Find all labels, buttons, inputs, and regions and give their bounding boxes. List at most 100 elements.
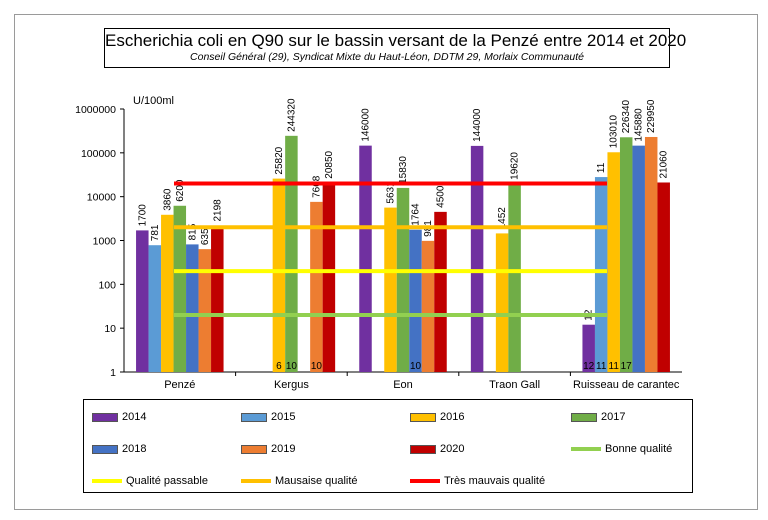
data-label: 3860 — [162, 188, 173, 211]
chart-title-box: Escherichia coli en Q90 sur le bassin ve… — [104, 28, 687, 68]
x-category-label: Ruisseau de carantec — [573, 379, 680, 391]
legend-swatch — [92, 444, 118, 454]
bar-2019-Kergus — [310, 201, 323, 372]
data-label: 15830 — [398, 156, 409, 184]
x-category-label: Eon — [393, 379, 413, 391]
legend-swatch — [571, 447, 601, 451]
data-label: 145880 — [634, 108, 645, 142]
bar-2015-Ruisseau de carantec — [594, 177, 608, 372]
bar-2017-Eon — [396, 187, 410, 372]
data-label: 19620 — [510, 152, 521, 180]
bar-2014-Ruisseau de carantec — [582, 324, 595, 372]
x-category-label: Traon Gall — [489, 379, 540, 391]
bar-2016-Eon — [384, 207, 397, 372]
chart-subtitle: Conseil Général (29), Syndicat Mixte du … — [190, 51, 584, 63]
bar-2020-Eon — [434, 211, 447, 372]
data-label: 20850 — [324, 150, 335, 178]
legend-item: 2020 — [410, 442, 464, 456]
data-label: 5631 — [386, 181, 397, 204]
count-label: 12 — [583, 361, 595, 372]
bar-2017-Penzé — [173, 205, 187, 372]
data-label: 7608 — [311, 175, 322, 198]
data-label: 244320 — [286, 98, 297, 132]
bar-2016-Kergus — [272, 178, 286, 372]
legend-item: 2015 — [241, 410, 295, 424]
legend-label: Bonne qualité — [605, 443, 673, 455]
data-label: 146000 — [361, 108, 372, 142]
legend-item: Très mauvais qualité — [410, 474, 545, 488]
legend-swatch — [241, 412, 267, 422]
bar-2014-Eon — [359, 145, 372, 372]
data-label: 21060 — [659, 150, 670, 178]
x-category-label: Kergus — [274, 379, 309, 391]
count-label: 6 — [276, 361, 282, 372]
data-label: 6200 — [175, 179, 186, 202]
bar-2014-Traon Gall — [470, 145, 484, 372]
bar-2018-Ruisseau de carantec — [632, 145, 645, 372]
data-label: 1452 — [497, 207, 508, 230]
legend-label: 2018 — [122, 443, 147, 455]
x-category-label: Penzé — [164, 379, 195, 391]
legend-item: Bonne qualité — [571, 442, 672, 456]
bar-2018-Eon — [409, 229, 422, 372]
legend-swatch — [410, 444, 436, 454]
y-tick-label: 10000 — [87, 192, 116, 204]
legend-item: 2014 — [92, 410, 146, 424]
bar-2019-Penzé — [198, 249, 212, 372]
legend-swatch — [92, 479, 122, 483]
data-label: 2198 — [212, 199, 223, 222]
data-label: 1700 — [137, 204, 148, 227]
bar-2016-Ruisseau de carantec — [607, 152, 620, 372]
legend-label: 2017 — [601, 411, 626, 423]
bar-2018-Penzé — [186, 244, 199, 372]
legend-label: 2020 — [440, 443, 465, 455]
bar-2020-Ruisseau de carantec — [657, 182, 670, 372]
data-label: 144000 — [472, 108, 483, 142]
y-axis-unit-label: U/100ml — [133, 95, 174, 107]
legend-swatch — [241, 444, 267, 454]
y-tick-label: 1000 — [93, 236, 117, 248]
chart-title: Escherichia coli en Q90 sur le bassin ve… — [105, 31, 687, 50]
legend-item: 2016 — [410, 410, 464, 424]
bar-2019-Eon — [421, 240, 435, 372]
legend-item: 2017 — [571, 410, 625, 424]
count-label: 11 — [609, 361, 620, 372]
data-label: 815 — [187, 223, 198, 240]
bar-2020-Penzé — [211, 225, 224, 372]
bar-2017-Traon Gall — [508, 183, 521, 372]
data-label: 781 — [150, 224, 161, 241]
count-label: 10 — [410, 361, 422, 372]
legend-item: 2018 — [92, 442, 146, 456]
chart-legend: 2014 2015 2016 2017 2018 2019 2020 Bonne qualit… — [83, 399, 693, 493]
legend-swatch — [92, 412, 118, 422]
legend-label: Mausaise qualité — [275, 475, 358, 487]
bar-2016-Traon Gall — [495, 233, 509, 372]
bar-2019-Ruisseau de carantec — [644, 136, 658, 372]
legend-label: Très mauvais qualité — [444, 475, 546, 487]
bar-2015-Penzé — [148, 245, 162, 372]
legend-label: 2015 — [271, 411, 296, 423]
bar-2020-Kergus — [322, 182, 336, 372]
y-tick-label: 100 — [98, 279, 116, 291]
data-label: 103010 — [609, 114, 620, 148]
legend-swatch — [410, 412, 436, 422]
data-label: 226340 — [621, 99, 632, 133]
legend-label: 2019 — [271, 443, 296, 455]
count-label: 11 — [596, 361, 607, 372]
count-label: 10 — [311, 361, 323, 372]
y-tick-label: 1 — [110, 367, 116, 379]
data-label: 1764 — [411, 203, 422, 226]
data-label: 229950 — [646, 99, 657, 133]
legend-item: Qualité passable — [92, 474, 208, 488]
data-label: 635 — [200, 228, 211, 245]
data-label: 11 — [596, 162, 607, 173]
chart-plot: 1101001000100001000001000000U/100ml17007… — [75, 95, 682, 391]
bar-2014-Penzé — [136, 230, 149, 372]
y-tick-label: 10 — [104, 323, 116, 335]
legend-item: Mausaise qualité — [241, 474, 358, 488]
count-label: 10 — [286, 361, 298, 372]
y-tick-label: 1000000 — [75, 104, 116, 116]
legend-label: Qualité passable — [126, 475, 208, 487]
legend-swatch — [571, 412, 597, 422]
legend-label: 2016 — [440, 411, 465, 423]
